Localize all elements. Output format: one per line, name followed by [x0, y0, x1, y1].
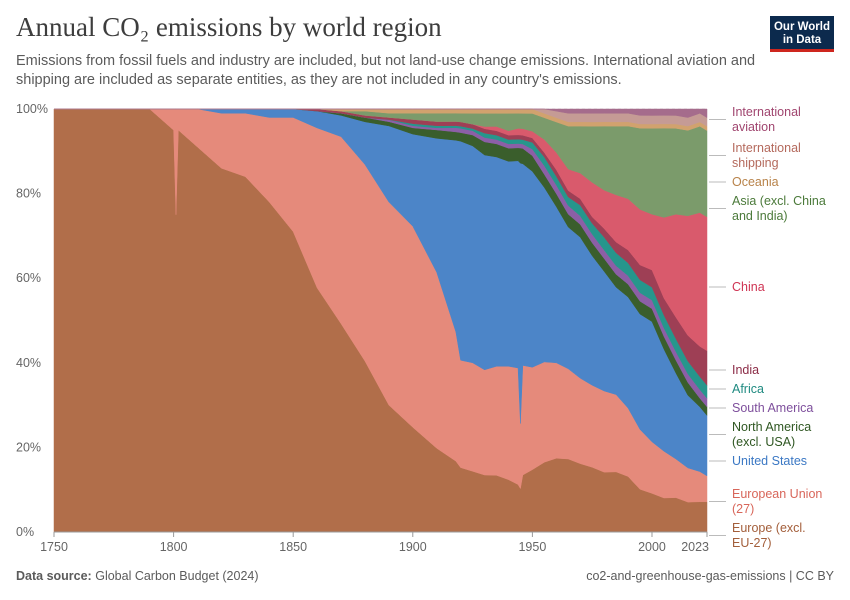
data-source-label: Data source:	[16, 569, 92, 583]
legend-item[interactable]: United States	[709, 454, 807, 468]
legend-label: Asia (excl. China	[732, 194, 826, 208]
area-international-aviation[interactable]	[54, 108, 708, 119]
legend-item[interactable]: North America(excl. USA)	[709, 420, 811, 449]
stacked-area-chart[interactable]: 0% 20% 40% 60% 80% 100% 1750 1800 1850 1900 1950 20…	[0, 0, 850, 560]
legend-item[interactable]: Africa	[709, 382, 764, 396]
x-tick-label: 1950	[518, 540, 546, 554]
x-tick-label: 1900	[399, 540, 427, 554]
legend-label: aviation	[732, 120, 775, 134]
legend-label: EU-27)	[732, 536, 772, 550]
legend-item[interactable]: South America	[709, 401, 813, 415]
owid-logo[interactable]: Our World in Data	[770, 16, 834, 52]
y-tick-label: 100%	[16, 102, 48, 116]
y-tick-label: 80%	[16, 187, 41, 201]
legend-item[interactable]: Europe (excl.EU-27)	[709, 521, 806, 550]
legend-label: (27)	[732, 502, 754, 516]
legend: InternationalaviationInternationalshippi…	[709, 105, 826, 550]
legend-item[interactable]: European Union(27)	[709, 487, 822, 516]
data-source: Data source: Global Carbon Budget (2024)	[16, 569, 259, 583]
data-source-value: Global Carbon Budget (2024)	[95, 569, 259, 583]
logo-line-2: in Data	[782, 34, 822, 46]
legend-label: European Union	[732, 487, 822, 501]
chart-subtitle: Emissions from fossil fuels and industry…	[16, 53, 756, 88]
chart-title: Annual CO₂ emissions by world region	[16, 12, 442, 42]
footer-link[interactable]: co2-and-greenhouse-gas-emissions | CC BY	[586, 569, 834, 583]
axes: 0% 20% 40% 60% 80% 100% 1750 1800 1850 1900 1950 20…	[16, 102, 709, 554]
x-tick-label: 2023	[681, 540, 709, 554]
legend-label: International	[732, 105, 801, 119]
legend-label: shipping	[732, 156, 779, 170]
logo-line-1: Our World	[773, 21, 830, 33]
legend-item[interactable]: China	[709, 280, 765, 294]
x-tick-label: 1750	[40, 540, 68, 554]
legend-label: United States	[732, 454, 807, 468]
y-tick-label: 0%	[16, 525, 34, 539]
legend-label: Oceania	[732, 175, 779, 189]
legend-label: North America	[732, 420, 811, 434]
x-tick-label: 1850	[279, 540, 307, 554]
legend-label: Europe (excl.	[732, 521, 806, 535]
legend-label: China	[732, 280, 765, 294]
legend-label: Africa	[732, 382, 764, 396]
x-tick-label: 1800	[160, 540, 188, 554]
x-tick-label: 2000	[638, 540, 666, 554]
y-tick-label: 60%	[16, 271, 41, 285]
legend-label: and India)	[732, 209, 788, 223]
legend-item[interactable]: Oceania	[709, 175, 779, 189]
y-tick-label: 40%	[16, 356, 41, 370]
y-tick-label: 20%	[16, 440, 41, 454]
area-series	[53, 108, 708, 533]
legend-label: India	[732, 363, 759, 377]
legend-label: International	[732, 141, 801, 155]
legend-item[interactable]: India	[709, 363, 759, 377]
legend-label: (excl. USA)	[732, 435, 795, 449]
legend-label: South America	[732, 401, 813, 415]
